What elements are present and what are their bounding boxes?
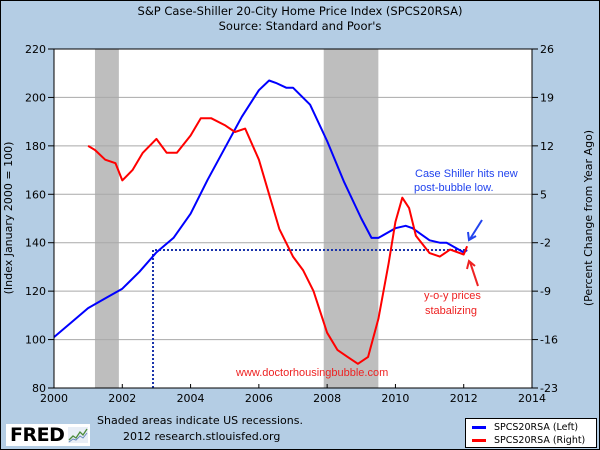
legend-item-left: SPCS20RSA (Left) — [472, 421, 578, 433]
legend-label: SPCS20RSA (Left) — [494, 421, 579, 433]
blue-annotation: Case Shiller hits new — [415, 168, 518, 180]
y-tick-label-left: 200 — [25, 91, 46, 104]
blue-arrowhead-icon — [467, 231, 477, 242]
red-annotation: stabalizing — [425, 305, 477, 317]
plot-area — [54, 49, 532, 388]
legend-label: SPCS20RSA (Right) — [494, 434, 586, 446]
x-tick-label: 2012 — [450, 392, 478, 405]
axes: 80 -23 100 -16 120 -9 140 -2 160 5 180 12 200 19 220 26… — [25, 43, 558, 405]
chart-title: S&P Case-Shiller 20-City Home Price Inde… — [137, 4, 463, 18]
red-arrowhead-icon — [466, 259, 476, 270]
legend-swatch-blue — [472, 425, 486, 429]
y-tick-label-left: 140 — [25, 237, 46, 250]
x-tick-label: 2010 — [381, 392, 409, 405]
red-series-line — [87, 117, 469, 365]
x-tick-label: 2000 — [40, 392, 68, 405]
y-tick-label-right: 26 — [540, 43, 554, 56]
recession-bands — [94, 49, 379, 388]
y-tick-label-left: 80 — [32, 382, 46, 395]
blue-arrow-icon — [469, 219, 483, 240]
y-tick-label-right: -2 — [540, 237, 551, 250]
recession-band — [94, 49, 119, 388]
y-axis-label-left: (Index January 2000 = 100) — [2, 142, 15, 295]
legend: SPCS20RSA (Left) SPCS20RSA (Right) — [465, 418, 597, 448]
annotations: Case Shiller hits new post-bubble low. y-o… — [235, 168, 518, 379]
y-tick-label-left: 120 — [25, 285, 46, 298]
chart-subtitle: Source: Standard and Poor's — [218, 19, 382, 33]
y-axis-label-right: (Percent Change from Year Ago) — [582, 130, 595, 306]
fred-chart-icon — [68, 427, 88, 443]
y-tick-label-left: 160 — [25, 188, 46, 201]
red-arrow-icon — [469, 261, 479, 287]
recession-note: Shaded areas indicate US recessions. — [97, 414, 303, 427]
blue-series-line — [53, 79, 468, 338]
y-tick-label-right: -16 — [540, 334, 558, 347]
legend-swatch-red — [472, 438, 486, 442]
y-tick-label-left: 100 — [25, 334, 46, 347]
y-tick-label-right: 19 — [540, 91, 554, 104]
legend-item-right: SPCS20RSA (Right) — [472, 434, 585, 446]
x-tick-label: 2006 — [245, 392, 273, 405]
y-tick-label-left: 180 — [25, 140, 46, 153]
fred-logo: FRED — [6, 424, 90, 446]
recession-band — [323, 49, 379, 388]
blue-annotation: post-bubble low. — [414, 182, 494, 194]
copyright-note: 2012 research.stlouisfed.org — [123, 430, 281, 443]
y-tick-label-right: -9 — [540, 285, 551, 298]
x-tick-label: 2014 — [518, 392, 546, 405]
x-tick-label: 2002 — [108, 392, 136, 405]
grid-lines — [54, 96, 532, 341]
fred-logo-text: FRED — [10, 424, 65, 446]
watermark-text: www.doctorhousingbubble.com — [235, 367, 388, 379]
y-tick-label-right: 5 — [540, 188, 547, 201]
x-tick-label: 2008 — [313, 392, 341, 405]
x-tick-label: 2004 — [177, 392, 205, 405]
plot-border — [53, 48, 533, 389]
series-lines — [53, 79, 469, 365]
red-annotation: y-o-y prices — [424, 290, 481, 302]
y-tick-label-left: 220 — [25, 43, 46, 56]
y-tick-label-right: -23 — [540, 382, 558, 395]
y-tick-label-right: 12 — [540, 140, 554, 153]
